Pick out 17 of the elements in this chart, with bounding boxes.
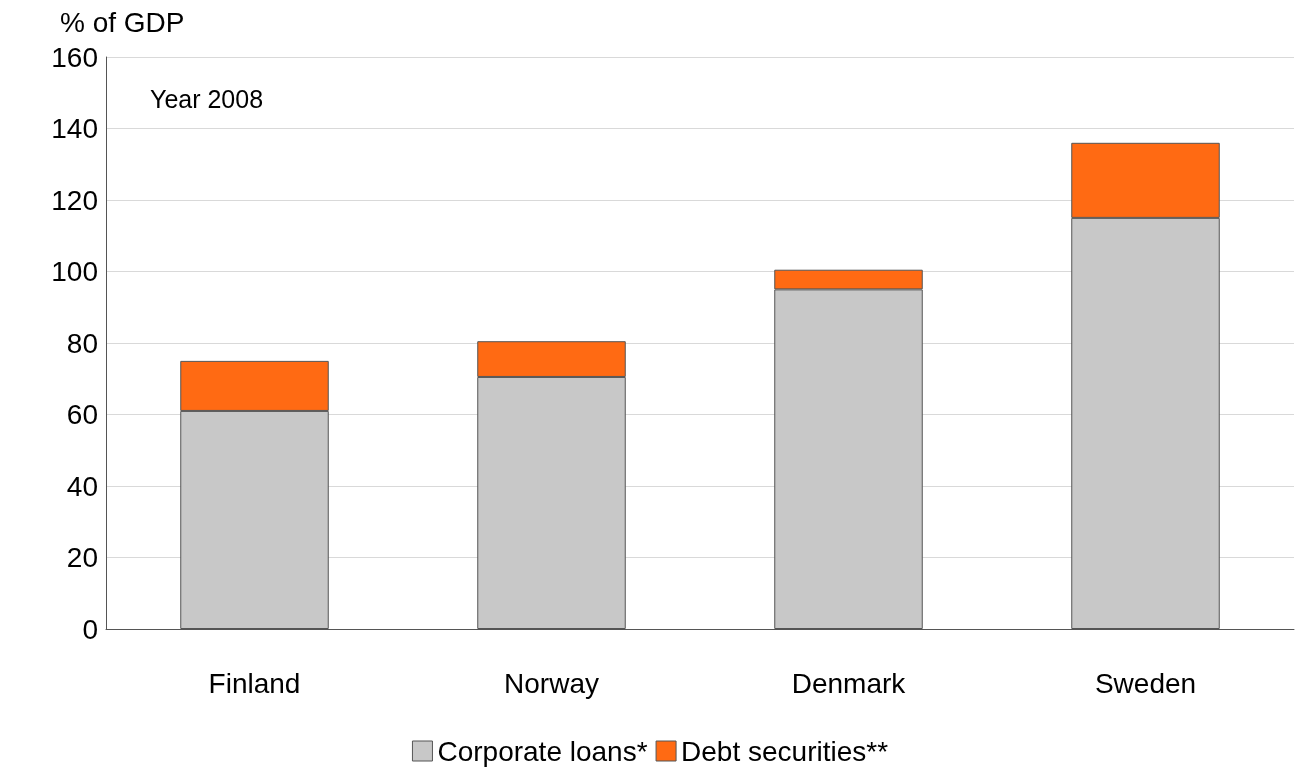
x-tick-label: Denmark <box>791 667 907 699</box>
y-tick-label: 160 <box>51 41 98 73</box>
y-tick-label: 0 <box>82 613 98 645</box>
legend-label: Debt securities** <box>681 735 889 767</box>
x-tick-label: Norway <box>504 667 599 699</box>
y-tick-label: 80 <box>66 327 98 359</box>
y-tick-label: 140 <box>51 113 98 144</box>
y-tick-label: 120 <box>51 184 98 216</box>
y-tick-label: 60 <box>66 399 98 430</box>
y-tick-label: 40 <box>66 470 98 502</box>
annotation: Year 2008 <box>150 84 264 113</box>
legend-label: Corporate loans* <box>437 735 648 767</box>
y-tick-label: 20 <box>66 542 98 573</box>
y-tick-label: 100 <box>51 256 98 287</box>
y-axis-title: % of GDP <box>60 6 185 38</box>
x-tick-label: Sweden <box>1094 667 1197 699</box>
x-tick-label: Finland <box>208 667 301 699</box>
